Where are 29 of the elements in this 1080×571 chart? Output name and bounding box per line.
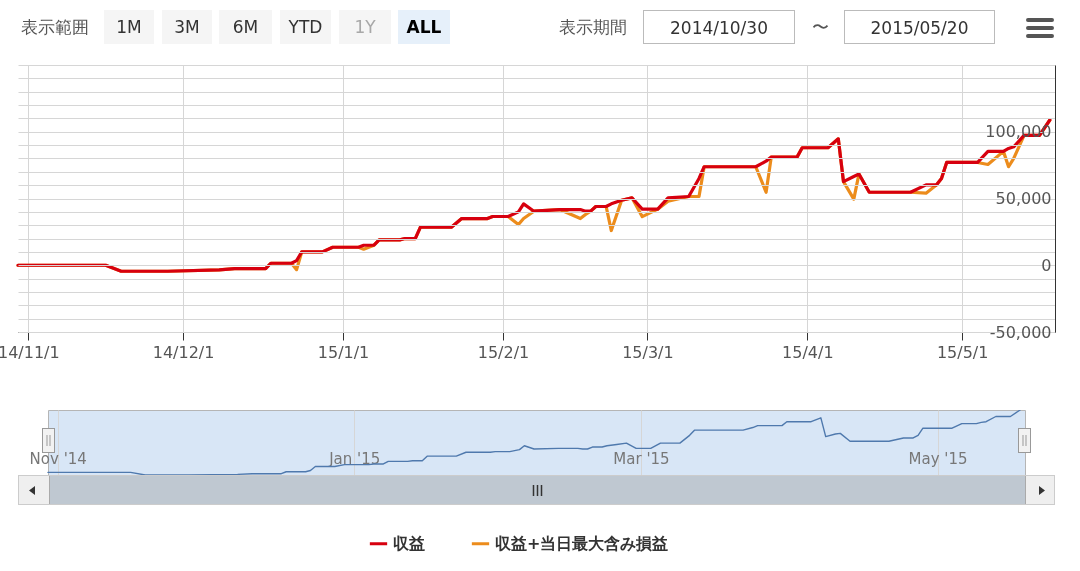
y-tick-label: -50,000 — [989, 322, 1052, 342]
x-tick-label: 15/4/1 — [782, 342, 834, 362]
y-tick-label: 50,000 — [995, 189, 1052, 208]
y-tick-label: 100,000 — [985, 122, 1052, 142]
text: YTD — [280, 10, 331, 44]
text: 1Y — [339, 10, 391, 44]
line-series — [16, 118, 1052, 273]
text: 表示期間 — [558, 16, 628, 39]
legend-label: 収益 — [393, 533, 425, 553]
text: 表示範囲 — [20, 16, 90, 39]
x-tick-label: 15/1/1 — [317, 342, 370, 362]
x-tick-label: May '15 — [908, 449, 968, 468]
text: ALL — [398, 10, 450, 44]
x-tick-label: 15/3/1 — [622, 342, 674, 362]
text: 6M — [219, 10, 272, 44]
text: 2014/10/30 — [643, 10, 795, 44]
x-tick-label: Jan '15 — [328, 449, 381, 468]
text: 1M — [104, 10, 154, 44]
text: 〜 — [810, 16, 830, 39]
x-tick-label: 15/2/1 — [477, 342, 530, 362]
x-tick-label: 14/12/1 — [152, 342, 215, 362]
text: 2015/05/20 — [844, 10, 995, 44]
x-tick-label: Mar '15 — [613, 449, 670, 468]
x-tick-label: Nov '14 — [29, 449, 87, 468]
text: 3M — [162, 10, 212, 44]
legend-label: 収益+当日最大含み損益 — [495, 533, 669, 553]
x-tick-label: 15/5/1 — [936, 342, 989, 362]
y-tick-label: 0 — [1041, 255, 1052, 275]
x-tick-label: 14/11/1 — [0, 342, 60, 362]
